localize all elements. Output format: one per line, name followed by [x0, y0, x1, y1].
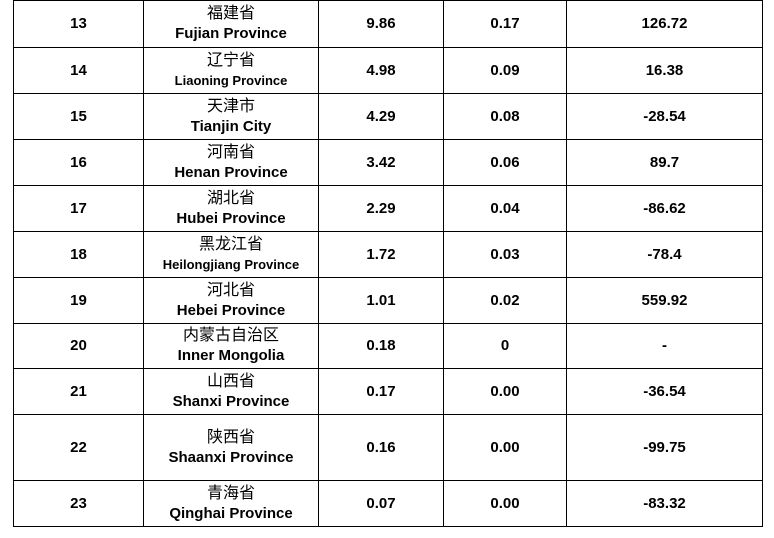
region-cell: 黑龙江省 Heilongjiang Province — [143, 231, 319, 278]
region-name-zh: 河南省 — [206, 143, 255, 161]
table-row: 22 陕西省 Shaanxi Province 0.16 0.00 -99.75 — [13, 414, 763, 481]
rank-cell: 13 — [13, 0, 144, 48]
value-cell: 0.07 — [318, 480, 444, 527]
province-table: 13 福建省 Fujian Province 9.86 0.17 126.72 14 辽宁省 L… — [13, 0, 763, 527]
value-cell: 4.98 — [318, 47, 444, 94]
table-row: 19 河北省 Hebei Province 1.01 0.02 559.92 — [13, 277, 763, 324]
growth-cell: -28.54 — [566, 93, 763, 140]
table-row: 17 湖北省 Hubei Province 2.29 0.04 -86.62 — [13, 185, 763, 232]
region-name-en: Shanxi Province — [172, 392, 290, 410]
share-cell: 0.17 — [443, 0, 567, 48]
table-row: 13 福建省 Fujian Province 9.86 0.17 126.72 — [13, 0, 763, 48]
growth-cell: 126.72 — [566, 0, 763, 48]
rank-cell: 16 — [13, 139, 144, 186]
region-name-zh: 福建省 — [206, 5, 255, 22]
growth-cell: -36.54 — [566, 368, 763, 415]
value-cell: 1.72 — [318, 231, 444, 278]
rank-cell: 23 — [13, 480, 144, 527]
table-row: 14 辽宁省 Liaoning Province 4.98 0.09 16.38 — [13, 47, 763, 94]
table-row: 21 山西省 Shanxi Province 0.17 0.00 -36.54 — [13, 368, 763, 415]
growth-cell: - — [566, 323, 763, 369]
region-name-en: Tianjin City — [190, 117, 272, 135]
region-name-en: Fujian Province — [175, 25, 287, 42]
region-name-zh: 陕西省 — [206, 428, 255, 446]
region-cell: 天津市 Tianjin City — [143, 93, 319, 140]
rank-cell: 17 — [13, 185, 144, 232]
region-name-en: Inner Mongolia — [177, 347, 285, 364]
table-row: 16 河南省 Henan Province 3.42 0.06 89.7 — [13, 139, 763, 186]
table-row: 20 内蒙古自治区 Inner Mongolia 0.18 0- — [13, 323, 763, 369]
region-cell: 河北省 Hebei Province — [143, 277, 319, 324]
region-name-zh: 辽宁省 — [206, 51, 255, 69]
region-cell: 青海省 Qinghai Province — [143, 480, 319, 527]
region-name-en: Heilongjiang Province — [162, 256, 300, 272]
value-cell: 0.16 — [318, 414, 444, 481]
growth-cell: -83.32 — [566, 480, 763, 527]
region-name-zh: 河北省 — [206, 281, 255, 299]
value-cell: 0.18 — [318, 323, 444, 369]
rank-cell: 20 — [13, 323, 144, 369]
growth-cell: 89.7 — [566, 139, 763, 186]
region-name-en: Hebei Province — [176, 301, 286, 319]
rank-cell: 22 — [13, 414, 144, 481]
region-name-zh: 黑龙江省 — [198, 235, 263, 253]
growth-cell: -78.4 — [566, 231, 763, 278]
rank-cell: 19 — [13, 277, 144, 324]
region-name-zh: 天津市 — [206, 97, 255, 115]
value-cell: 0.17 — [318, 368, 444, 415]
region-cell: 陕西省 Shaanxi Province — [143, 414, 319, 481]
region-cell: 山西省 Shanxi Province — [143, 368, 319, 415]
growth-cell: -86.62 — [566, 185, 763, 232]
growth-cell: -99.75 — [566, 414, 763, 481]
region-cell: 河南省 Henan Province — [143, 139, 319, 186]
region-name-en: Henan Province — [174, 163, 288, 181]
region-cell: 湖北省 Hubei Province — [143, 185, 319, 232]
share-cell: 0.00 — [443, 414, 567, 481]
growth-cell: 16.38 — [566, 47, 763, 94]
share-cell: 0.09 — [443, 47, 567, 94]
rank-cell: 18 — [13, 231, 144, 278]
region-name-en: Hubei Province — [176, 209, 286, 227]
share-cell: 0 — [443, 323, 567, 369]
value-cell: 1.01 — [318, 277, 444, 324]
growth-cell: 559.92 — [566, 277, 763, 324]
region-name-en: Qinghai Province — [169, 504, 293, 522]
table-row: 15 天津市 Tianjin City 4.29 0.08 -28.54 — [13, 93, 763, 140]
region-name-zh: 青海省 — [206, 484, 255, 502]
region-name-en: Liaoning Province — [174, 72, 288, 88]
share-cell: 0.00 — [443, 368, 567, 415]
value-cell: 9.86 — [318, 0, 444, 48]
table-row: 18 黑龙江省 Heilongjiang Province 1.72 0.03 -78.4 — [13, 231, 763, 278]
region-cell: 内蒙古自治区 Inner Mongolia — [143, 323, 319, 369]
region-cell: 福建省 Fujian Province — [143, 0, 319, 48]
region-name-en: Shaanxi Province — [168, 448, 294, 466]
region-name-zh: 内蒙古自治区 — [182, 327, 279, 344]
region-name-zh: 湖北省 — [206, 189, 255, 207]
share-cell: 0.02 — [443, 277, 567, 324]
share-cell: 0.06 — [443, 139, 567, 186]
rank-cell: 21 — [13, 368, 144, 415]
value-cell: 2.29 — [318, 185, 444, 232]
region-cell: 辽宁省 Liaoning Province — [143, 47, 319, 94]
table-row: 23 青海省 Qinghai Province 0.07 0.00 -83.32 — [13, 480, 763, 527]
share-cell: 0.00 — [443, 480, 567, 527]
region-name-zh: 山西省 — [206, 372, 255, 390]
value-cell: 3.42 — [318, 139, 444, 186]
rank-cell: 15 — [13, 93, 144, 140]
value-cell: 4.29 — [318, 93, 444, 140]
share-cell: 0.04 — [443, 185, 567, 232]
rank-cell: 14 — [13, 47, 144, 94]
share-cell: 0.03 — [443, 231, 567, 278]
share-cell: 0.08 — [443, 93, 567, 140]
